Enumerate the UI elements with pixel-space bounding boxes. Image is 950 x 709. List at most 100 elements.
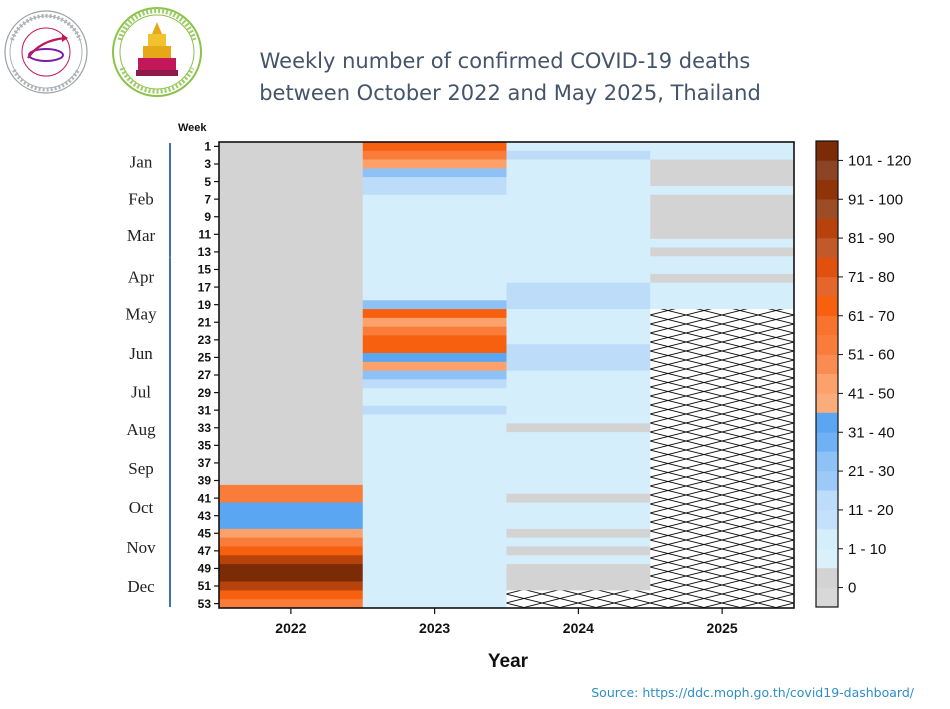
month-label-jun: Jun <box>129 344 153 363</box>
week-tick-label: 15 <box>198 263 212 277</box>
heatmap-cell-2023-w26-26 <box>362 361 507 371</box>
heatmap-cell-2023-w2-2 <box>362 150 507 160</box>
legend-swatch-2 <box>816 218 838 239</box>
heatmap-cell-2023-w29-30 <box>362 388 507 407</box>
legend-label-2: 81 - 90 <box>848 230 895 247</box>
week-tick-label: 1 <box>204 140 211 154</box>
heatmap-cell-2025-w13-13 <box>650 247 795 257</box>
heatmap-cell-2024-w27-32 <box>506 370 651 424</box>
week-tick-label: 5 <box>204 175 211 189</box>
heatmap-cell-2023-w1-1 <box>362 142 507 152</box>
legend: 101 - 120 91 - 100 81 - 90 71 - 80 61 - 70 51… <box>815 140 911 608</box>
legend-label-0: 101 - 120 <box>848 152 911 169</box>
week-axis: 1357911131517192123252729313335373941434… <box>198 140 219 611</box>
heatmap-cell-2023-w19-19 <box>362 300 507 310</box>
heatmap-cell-2023-w28-28 <box>362 379 507 389</box>
heatmap-cell-2022-w46-46 <box>219 537 364 547</box>
legend-swatch-3-lower <box>816 276 838 297</box>
legend-label-1: 91 - 100 <box>848 191 903 208</box>
heatmap-cell-2023-w23-24 <box>362 335 507 354</box>
heatmap-cell-2022-w53-53 <box>219 599 364 609</box>
month-label-mar: Mar <box>127 226 156 245</box>
heatmap-cell-2024-w45-45 <box>506 528 651 538</box>
legend-swatch-6-lower <box>816 393 838 414</box>
legend-swatch-11 <box>816 568 838 588</box>
week-tick-label: 45 <box>198 526 212 540</box>
legend-swatch-8 <box>816 451 838 472</box>
week-tick-label: 3 <box>204 157 211 171</box>
legend-swatch-8-lower <box>816 471 838 491</box>
legend-swatch-9-lower <box>816 509 838 530</box>
heatmap-cell-2025-w20-53 <box>650 309 795 609</box>
legend-label-4: 61 - 70 <box>848 308 895 325</box>
legend-swatch-10 <box>816 529 838 550</box>
week-axis-title: Week <box>178 122 207 134</box>
heatmap-cell-2024-w42-44 <box>506 502 651 530</box>
legend-swatch-4-lower <box>816 315 838 336</box>
legend-swatch-6 <box>816 374 838 394</box>
heatmap-cell-2023-w22-22 <box>362 326 507 336</box>
month-labels: Jan Feb Mar Apr May Jun Jul Aug Sep Oct Nov Dec <box>125 143 171 607</box>
source-text: Source: https://ddc.moph.go.th/covid19-d… <box>591 685 915 700</box>
legend-swatch-7-lower <box>816 432 838 452</box>
legend-swatch-0-lower <box>816 160 838 181</box>
legend-label-11: 0 <box>848 580 856 597</box>
week-tick-label: 49 <box>198 562 212 576</box>
week-tick-label: 7 <box>204 192 211 206</box>
month-label-apr: Apr <box>128 268 155 287</box>
week-tick-label: 27 <box>198 368 212 382</box>
heatmap-cell-2023-w3-3 <box>362 159 507 169</box>
year-axis: 2022 2023 2024 2025 <box>275 608 738 636</box>
legend-label-8: 21 - 30 <box>848 463 895 480</box>
legend-swatch-3 <box>816 257 838 278</box>
heatmap-cell-2023-w32-53 <box>362 414 507 609</box>
heatmap-cell-2022-w52-52 <box>219 590 364 600</box>
center-of-excellence-logo <box>4 10 88 94</box>
legend-swatch-7 <box>816 412 838 433</box>
heatmap-cell-2023-w20-20 <box>362 309 507 319</box>
month-label-aug: Aug <box>126 420 156 439</box>
heatmap-cell-2025-w17-19 <box>650 282 795 310</box>
heatmap-cell-2023-w25-25 <box>362 353 507 363</box>
heatmap-cell-2023-w21-21 <box>362 317 507 327</box>
heatmap-cell-2024-w34-40 <box>506 432 651 494</box>
legend-swatch-9 <box>816 490 838 511</box>
legend-swatch-1-lower <box>816 199 838 219</box>
heatmap-cell-2024-w33-33 <box>506 423 651 433</box>
legend-label-10: 1 - 10 <box>848 541 886 558</box>
legend-swatch-4 <box>816 296 838 317</box>
heatmap-cell-2025-w1-2 <box>650 142 795 160</box>
heatmap-cell-2024-w2-2 <box>506 150 651 160</box>
heatmap-cell-2025-w7-11 <box>650 194 795 240</box>
week-tick-label: 41 <box>198 491 212 505</box>
heatmap-cell-2022-w48-48 <box>219 555 364 565</box>
month-label-feb: Feb <box>128 189 154 208</box>
heatmap-cell-2024-w47-47 <box>506 546 651 556</box>
week-tick-label: 23 <box>198 333 212 347</box>
heatmap-cell-2022-w1-39 <box>219 142 364 486</box>
week-tick-label: 53 <box>198 597 212 611</box>
faculty-of-medicine-logo <box>112 7 202 97</box>
heatmap-cell-2022-w51-51 <box>219 581 364 591</box>
year-tick-label-2023: 2023 <box>419 620 450 636</box>
heatmap-cell-2025-w14-15 <box>650 256 795 275</box>
heatmap-cell-2023-w7-18 <box>362 194 507 301</box>
legend-swatch-2-lower <box>816 238 838 258</box>
week-tick-label: 43 <box>198 509 212 523</box>
week-tick-label: 11 <box>198 228 211 242</box>
week-tick-label: 13 <box>198 245 212 259</box>
legend-swatch-5-lower <box>816 354 838 375</box>
legend-swatch-5 <box>816 335 838 355</box>
x-axis-title: Year <box>488 651 529 672</box>
month-label-dec: Dec <box>127 577 155 596</box>
heatmap-cells <box>218 141 795 609</box>
heatmap-cell-2022-w49-50 <box>219 564 364 582</box>
week-tick-label: 35 <box>198 439 212 453</box>
chart-title-line-2: between October 2022 and May 2025, Thail… <box>259 81 761 105</box>
heatmap-cell-2025-w6-6 <box>650 185 795 196</box>
heatmap-cell-2025-w16-16 <box>650 273 795 283</box>
heatmap-cell-2024-w49-51 <box>506 564 651 591</box>
week-tick-label: 19 <box>198 298 212 312</box>
week-tick-label: 51 <box>198 579 212 593</box>
heatmap-cell-2023-w4-4 <box>362 168 507 178</box>
